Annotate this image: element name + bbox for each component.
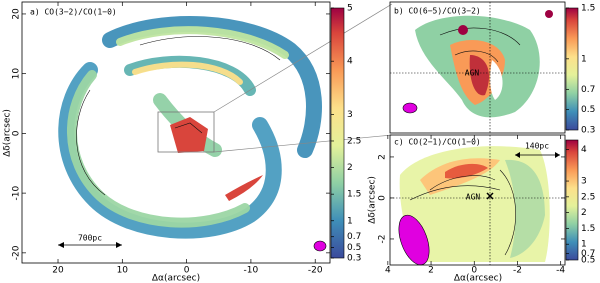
- panel-title: a) CO(3−2)/CO(1−0): [30, 8, 117, 17]
- colorbar-tick-label: 1.5: [581, 4, 595, 14]
- y-tick-label: 10: [12, 68, 22, 80]
- colorbar-tick-label: 0.5: [347, 243, 361, 253]
- panel-frame: [389, 1, 566, 134]
- annotation: AGN: [465, 69, 480, 78]
- x-tick-label: 2: [428, 266, 434, 276]
- x-tick-label: -20: [308, 266, 323, 276]
- y-tick-label: -10: [12, 185, 22, 200]
- y-tick-label: -20: [12, 245, 22, 260]
- colorbar-tick-label: 0.3: [581, 126, 595, 136]
- annotation: AGN: [466, 193, 481, 202]
- y-tick-label: 0: [378, 195, 388, 201]
- colorbar-tick-label: 2: [581, 208, 587, 218]
- colorbar-tick-label: 4: [581, 145, 587, 155]
- panel-frame: [389, 134, 566, 266]
- colorbar: [330, 7, 345, 259]
- x-tick-label: 10: [117, 266, 129, 276]
- y-tick-label: 20: [12, 8, 22, 20]
- annotation: 140pc: [525, 142, 549, 151]
- colorbar: [565, 7, 579, 131]
- colorbar-tick-label: 0.7: [581, 85, 595, 95]
- beam: [313, 240, 327, 252]
- x-tick-label: -2: [513, 266, 522, 276]
- x-tick-label: 0: [471, 266, 477, 276]
- colorbar-tick-label: 0.3: [347, 254, 361, 264]
- hot-spot: [225, 175, 263, 201]
- colorbar-tick-label: 0.7: [347, 232, 361, 242]
- colorbar-tick-label: 1: [347, 216, 353, 226]
- y-axis-label: Δδ(arcsec): [3, 109, 13, 157]
- colorbar-tick-label: 1: [581, 240, 587, 250]
- x-axis-label: Δα(arcsec): [152, 274, 200, 283]
- map-b: [402, 10, 553, 118]
- y-axis-label: Δδ(arcsec): [368, 176, 378, 224]
- colorbar-tick-label: 3: [347, 110, 353, 120]
- colorbar-tick-label: 2: [347, 163, 353, 173]
- colorbar-tick-label: 2.5: [581, 192, 595, 202]
- colorbar-tick-label: 3: [581, 177, 587, 187]
- colorbar-tick-label: 4: [347, 57, 353, 67]
- colorbar-tick-label: 1.5: [347, 190, 361, 200]
- y-tick-label: 2: [378, 154, 388, 160]
- zoom-line: [213, 3, 393, 113]
- y-tick-label: -2: [378, 234, 388, 243]
- colorbar-tick-label: 1.5: [581, 224, 595, 234]
- map-a: [58, 16, 327, 252]
- y-tick-label: 0: [12, 130, 22, 136]
- colorbar: [565, 139, 579, 261]
- panel-title: b) CO(6−5)/CO(3−2): [394, 7, 481, 16]
- colorbar-tick-label: 5: [347, 4, 353, 14]
- colorbar-tick-label: 2.5: [347, 136, 361, 146]
- colorbar-tick-label: 0.7: [581, 249, 595, 259]
- colorbar-tick-label: 0.5: [581, 105, 595, 115]
- hot-spot: [170, 117, 208, 153]
- x-axis-label: Δα(arcsec): [454, 274, 502, 283]
- x-tick-label: 0: [184, 266, 190, 276]
- panel-frame: [21, 1, 331, 264]
- zoom-line: [213, 134, 393, 153]
- zoom-box: [157, 111, 215, 153]
- x-tick-label: 4: [385, 266, 391, 276]
- x-tick-label: 20: [52, 266, 64, 276]
- colorbar-tick-label: 0.5: [581, 256, 595, 266]
- map-c: [398, 146, 550, 266]
- panel-title: c) CO(2−1)/CO(1−0): [394, 138, 481, 147]
- colorbar-tick-label: 1: [581, 54, 587, 64]
- annotation: 700pc: [78, 234, 102, 243]
- arrow-head: [515, 152, 560, 158]
- x-tick-label: -10: [244, 266, 259, 276]
- x-tick-label: -4: [556, 266, 565, 276]
